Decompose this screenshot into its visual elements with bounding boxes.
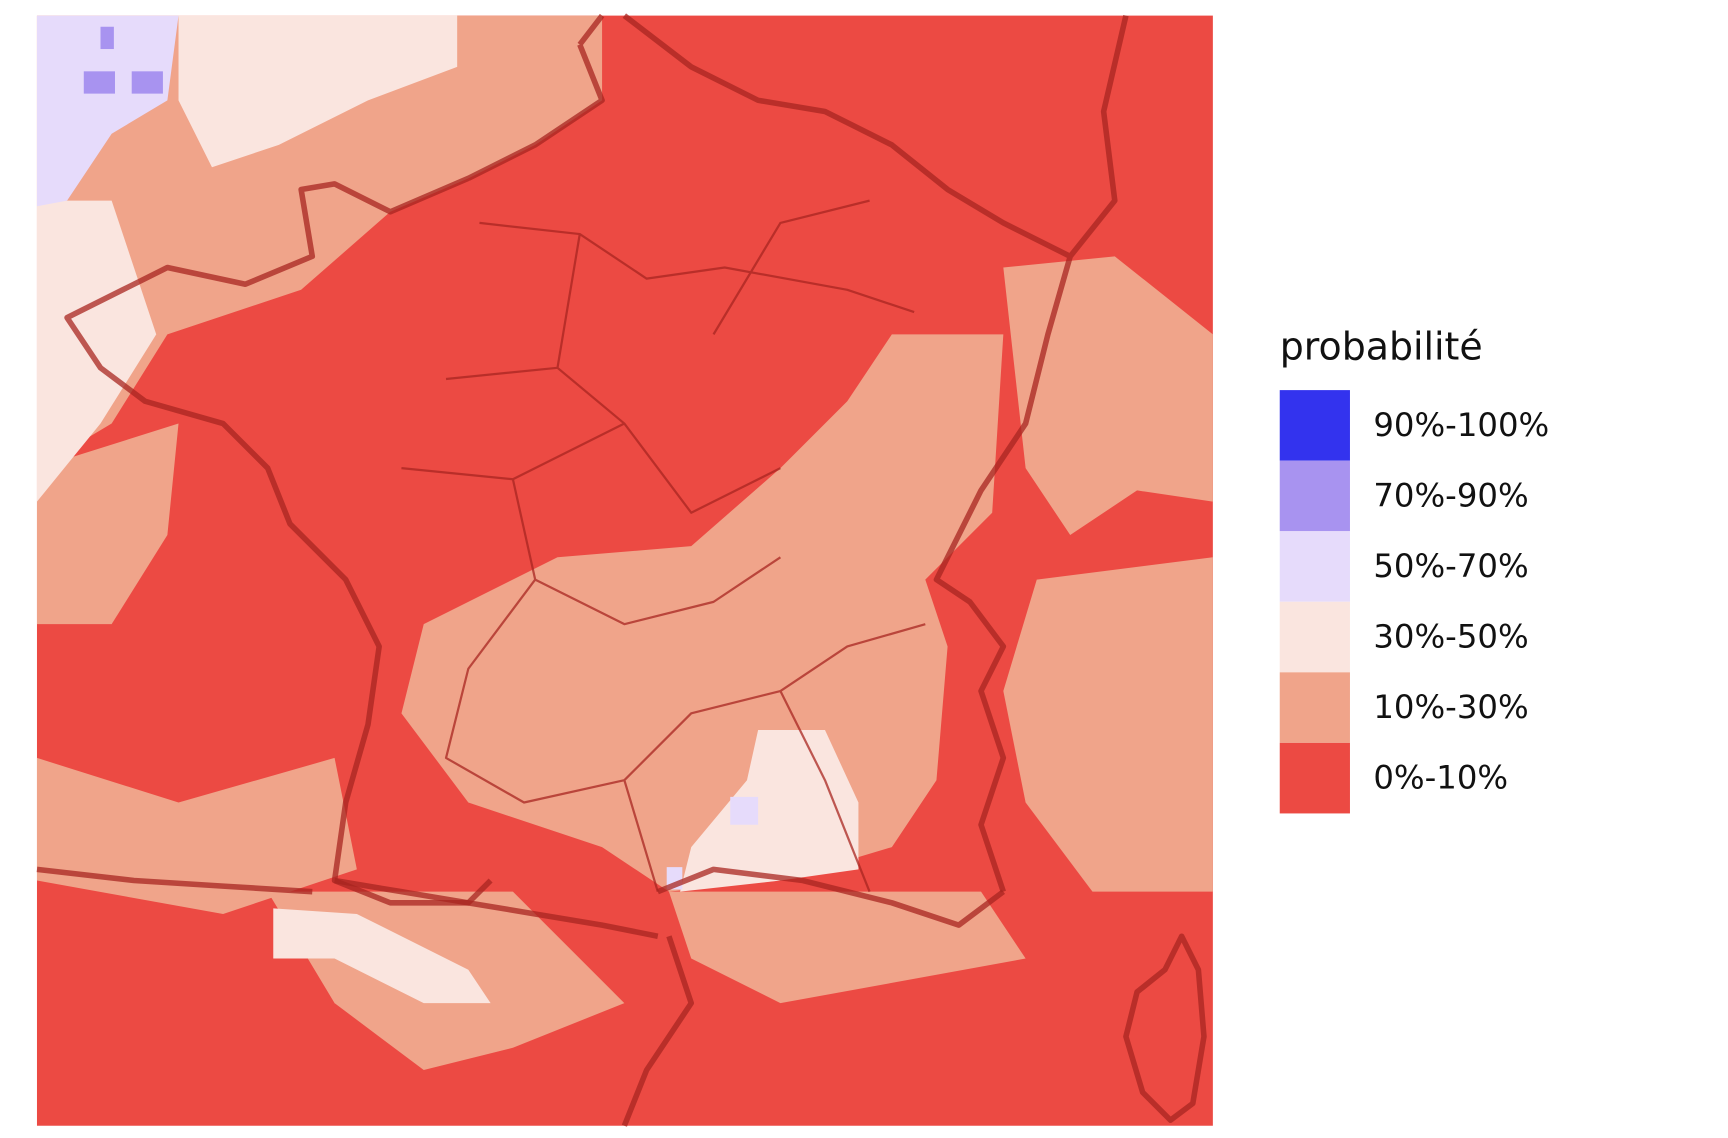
map-area — [273, 908, 491, 1004]
legend-title: probabilité — [1280, 324, 1483, 368]
legend: 90%-100% 70%-90% 50%-70% 30%-50% 10%-30% 0%-1… — [1279, 390, 1549, 814]
borders — [36, 13, 1207, 1127]
map-area — [36, 757, 357, 914]
map-area — [401, 334, 1004, 892]
map-area — [1003, 557, 1213, 892]
map-cell — [131, 71, 163, 94]
map-area — [36, 15, 603, 469]
map-area — [680, 730, 859, 892]
legend-label: 10%-30% — [1373, 688, 1528, 726]
map-cell — [83, 71, 115, 94]
legend-label: 0%-10% — [1373, 759, 1508, 797]
map-cell — [100, 26, 114, 50]
legend-swatch — [1279, 672, 1350, 743]
legend-swatch — [1279, 742, 1350, 814]
map-area — [178, 15, 458, 168]
legend-label: 70%-90% — [1373, 476, 1528, 514]
map-area — [36, 423, 179, 625]
map-area — [36, 200, 157, 502]
legend-swatch — [1279, 601, 1350, 673]
east-border — [622, 13, 1129, 893]
coastline-south — [656, 866, 1005, 928]
corsica — [1123, 933, 1207, 1123]
legend-label: 90%-100% — [1373, 406, 1549, 444]
legend-swatch — [1279, 390, 1350, 461]
legend-label: 30%-50% — [1373, 618, 1528, 656]
map-area — [36, 15, 179, 207]
map-area — [1003, 256, 1213, 536]
legend-swatch — [1279, 460, 1350, 532]
regions — [401, 199, 926, 893]
legend-label: 50%-70% — [1373, 547, 1528, 585]
map — [36, 15, 1213, 1126]
pyrenees-border — [334, 877, 659, 939]
map-area — [730, 796, 759, 825]
legend-swatch — [1279, 531, 1350, 602]
coastline — [64, 13, 605, 906]
spain-coast — [36, 866, 695, 1127]
